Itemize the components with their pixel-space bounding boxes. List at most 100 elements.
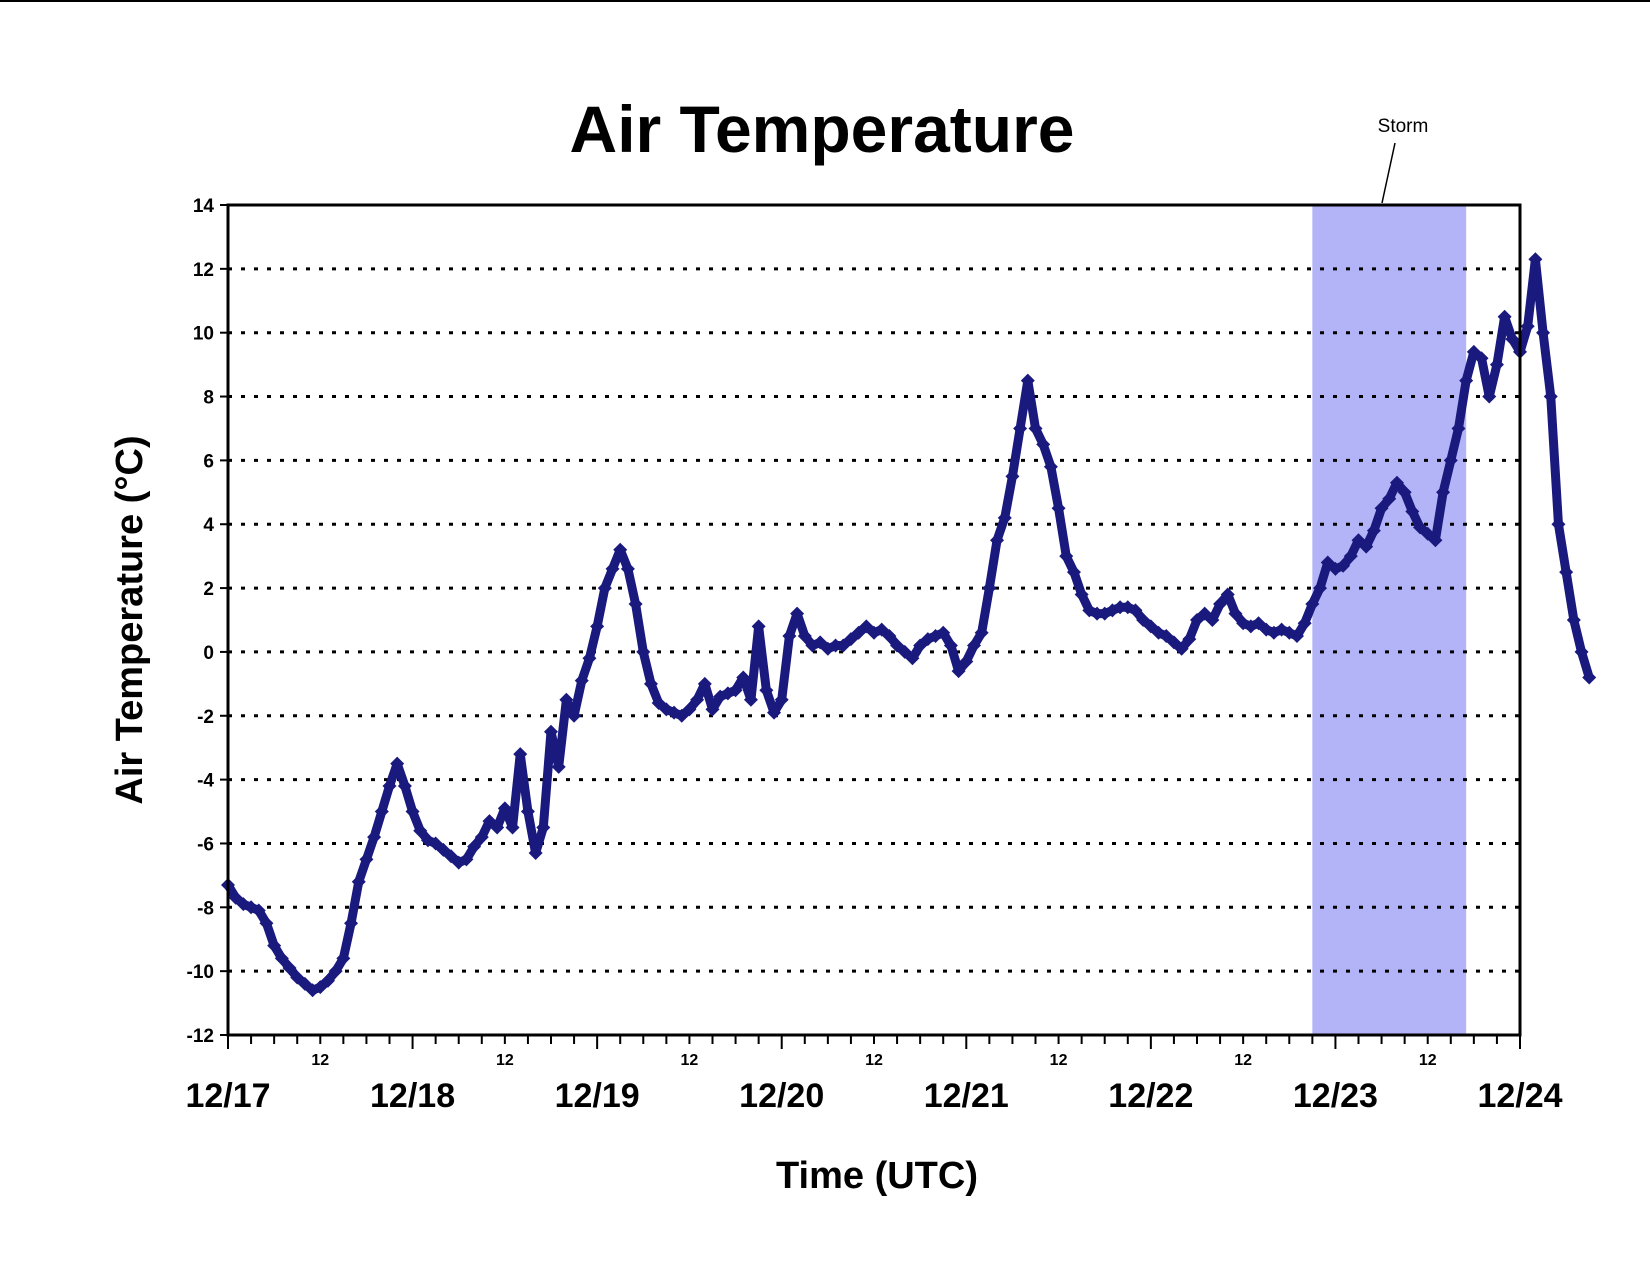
data-point-108 — [1051, 501, 1066, 516]
data-point-73 — [782, 628, 797, 643]
data-point-39 — [520, 804, 535, 819]
data-point-152 — [1389, 475, 1404, 490]
data-point-44 — [559, 692, 574, 707]
data-point-56 — [651, 696, 666, 710]
data-point-95 — [951, 664, 966, 679]
data-point-48 — [590, 619, 605, 634]
y-tick-label: -10 — [187, 962, 214, 983]
x-axis-title: Time (UTC) — [776, 1155, 978, 1197]
y-tick-label: 12 — [193, 260, 214, 281]
data-point-49 — [597, 581, 612, 596]
y-tick-label: 2 — [203, 579, 214, 600]
data-point-77 — [813, 635, 828, 650]
data-point-89 — [905, 651, 920, 666]
data-point-81 — [843, 632, 858, 647]
y-tick-label: 10 — [193, 324, 214, 345]
data-point-157 — [1428, 533, 1443, 548]
data-point-18 — [359, 852, 374, 867]
data-point-9 — [290, 970, 305, 985]
data-point-70 — [759, 683, 774, 698]
x-day-label: 12/21 — [924, 1077, 1009, 1115]
data-point-156 — [1420, 526, 1435, 541]
labels: -12 -10 -8 -6 -4 -2 0 2 4 6 8 10 12 14 12 12 12 12 12 12 12 1… — [109, 92, 1563, 1197]
data-point-63 — [705, 702, 720, 717]
data-point-54 — [636, 644, 651, 659]
data-point-141 — [1305, 597, 1320, 612]
chart-title: Air Temperature — [570, 92, 1075, 166]
y-tick-label: 0 — [203, 643, 214, 664]
data-point-145 — [1336, 558, 1351, 573]
data-point-45 — [567, 708, 582, 723]
data-point-15 — [336, 951, 351, 966]
storm-annotation-label: Storm — [1378, 116, 1429, 137]
data-point-146 — [1343, 549, 1358, 564]
data-point-8 — [282, 960, 297, 975]
data-point-62 — [697, 676, 712, 691]
data-point-87 — [890, 638, 905, 653]
data-point-60 — [682, 702, 697, 717]
data-point-94 — [943, 638, 958, 653]
data-point-3 — [244, 900, 259, 915]
data-point-125 — [1182, 632, 1197, 647]
data-point-149 — [1366, 523, 1381, 538]
data-point-19 — [367, 830, 382, 845]
data-point-122 — [1159, 628, 1174, 643]
data-point-75 — [797, 628, 812, 643]
data-point-97 — [966, 638, 981, 653]
data-point-131 — [1228, 606, 1243, 621]
data-point-104 — [1020, 373, 1035, 388]
data-point-67 — [736, 670, 751, 685]
data-point-23 — [397, 779, 412, 793]
data-point-119 — [1136, 613, 1151, 627]
y-tick-label: 6 — [203, 451, 214, 472]
x-hour-label: 12 — [681, 1052, 699, 1069]
data-point-99 — [982, 581, 997, 596]
y-tick-label: -4 — [197, 771, 214, 792]
x-hour-label: 12 — [496, 1052, 514, 1069]
x-day-label: 12/22 — [1108, 1077, 1193, 1115]
data-point-177 — [1582, 670, 1597, 685]
data-point-106 — [1036, 437, 1051, 452]
x-day-label: 12/20 — [739, 1077, 824, 1115]
data-point-176 — [1574, 644, 1589, 659]
data-point-123 — [1166, 635, 1181, 650]
data-point-12 — [313, 980, 328, 995]
data-point-163 — [1474, 351, 1489, 366]
data-point-142 — [1313, 581, 1328, 596]
data-point-103 — [1013, 421, 1028, 436]
data-point-160 — [1451, 421, 1466, 436]
data-point-46 — [574, 673, 589, 688]
y-tick-label: 14 — [193, 196, 215, 217]
data-point-42 — [544, 724, 558, 739]
data-point-88 — [897, 644, 912, 659]
data-point-111 — [1074, 587, 1089, 602]
data-point-29 — [444, 849, 459, 864]
data-point-124 — [1174, 641, 1189, 656]
data-point-170 — [1528, 252, 1543, 267]
data-point-5 — [259, 916, 274, 931]
data-point-53 — [628, 597, 643, 612]
data-point-109 — [1059, 549, 1074, 564]
data-point-162 — [1466, 344, 1481, 359]
data-point-6 — [267, 938, 282, 953]
data-point-172 — [1543, 389, 1558, 404]
data-point-17 — [351, 874, 366, 889]
data-point-71 — [767, 705, 782, 720]
x-day-label: 12/18 — [370, 1077, 455, 1115]
data-point-161 — [1459, 373, 1474, 388]
x-day-label: 12/17 — [185, 1077, 270, 1115]
data-point-118 — [1128, 603, 1143, 618]
data-point-130 — [1220, 587, 1235, 602]
y-tick-label: 8 — [203, 388, 214, 409]
data-point-171 — [1536, 325, 1551, 340]
y-tick-label: -2 — [197, 707, 214, 728]
y-tick-label: 4 — [203, 515, 214, 536]
data-point-24 — [405, 804, 420, 819]
data-point-128 — [1205, 613, 1220, 627]
storm-shaded-region — [1312, 205, 1467, 1035]
x-hour-label: 12 — [865, 1052, 883, 1069]
data-point-143 — [1320, 555, 1335, 570]
x-hour-label: 12 — [1050, 1052, 1068, 1069]
data-point-102 — [1005, 469, 1020, 484]
